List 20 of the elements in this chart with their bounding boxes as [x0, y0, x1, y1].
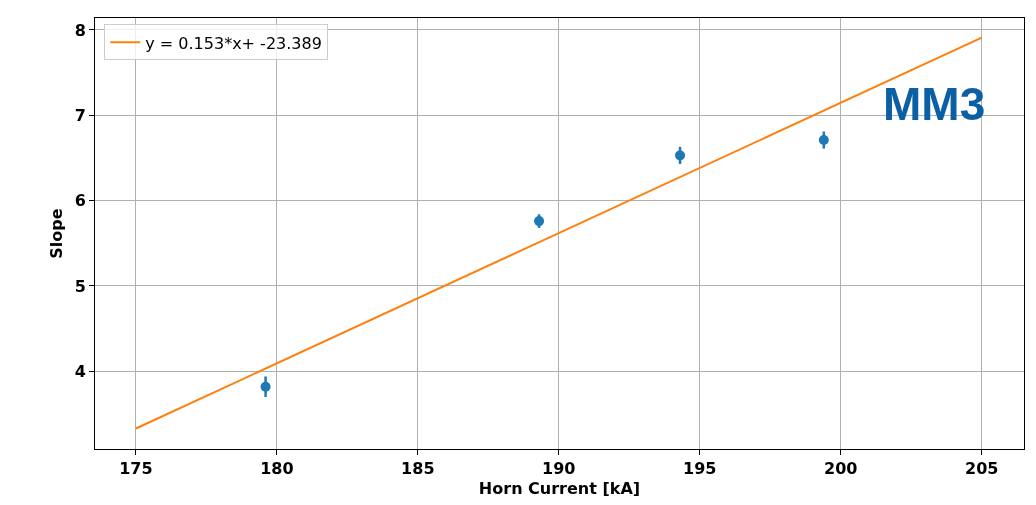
x-tick-label: 180 [260, 459, 294, 479]
x-tick-label: 185 [401, 459, 435, 479]
point [675, 150, 686, 161]
legend-label: y = 0.153*x+ -23.389 [145, 33, 322, 53]
point [818, 135, 829, 146]
y-axis-title: Slope [46, 208, 66, 259]
x-tick-label: 205 [965, 459, 999, 479]
y-tick-label: 8 [74, 20, 86, 40]
y-tick-label: 6 [74, 191, 86, 211]
y-tick-label: 4 [74, 361, 86, 381]
point [260, 381, 271, 392]
point [534, 216, 545, 227]
x-tick-label: 175 [119, 459, 153, 479]
x-tick-label: 190 [542, 459, 576, 479]
x-tick-label: 200 [824, 459, 858, 479]
y-tick-label: 7 [74, 105, 86, 125]
y-tick-label: 5 [74, 276, 86, 296]
x-tick-label: 195 [683, 459, 717, 479]
annotation: MM3 [883, 78, 986, 130]
x-axis-title: Horn Current [kA] [478, 478, 641, 498]
